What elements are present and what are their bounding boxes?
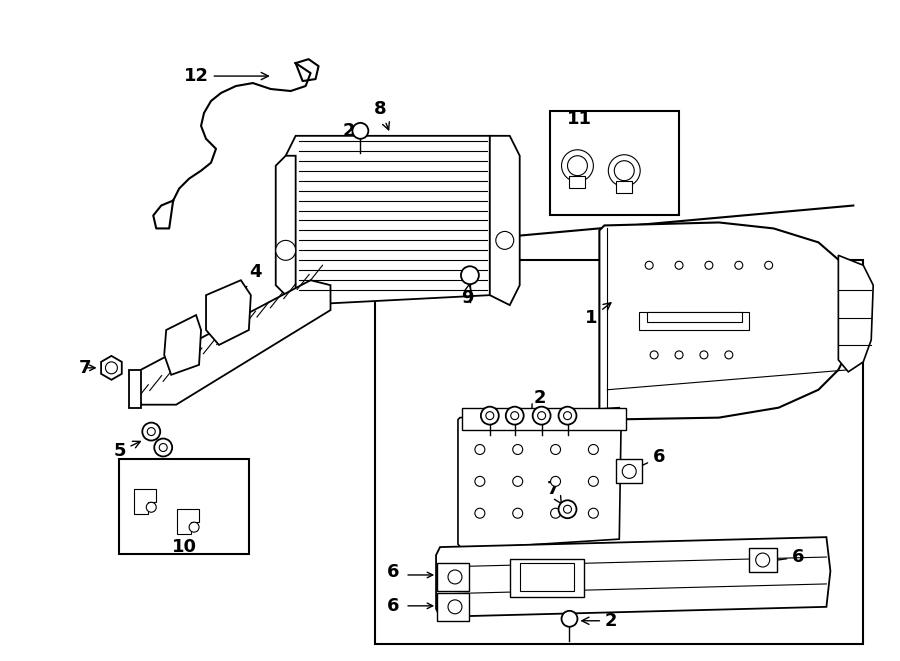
Circle shape <box>481 407 499 424</box>
Circle shape <box>496 231 514 249</box>
Polygon shape <box>164 315 201 375</box>
Circle shape <box>142 422 160 440</box>
Polygon shape <box>839 255 873 372</box>
Circle shape <box>765 261 772 269</box>
Text: 2: 2 <box>532 389 546 412</box>
Circle shape <box>551 508 561 518</box>
Circle shape <box>645 261 653 269</box>
Circle shape <box>734 261 742 269</box>
Circle shape <box>533 407 551 424</box>
Text: 7: 7 <box>546 481 562 504</box>
Bar <box>616 459 643 483</box>
Polygon shape <box>458 408 621 549</box>
Bar <box>462 408 626 430</box>
Circle shape <box>705 261 713 269</box>
Polygon shape <box>275 156 296 295</box>
Text: 12: 12 <box>184 67 268 85</box>
Circle shape <box>275 241 296 260</box>
Bar <box>509 559 584 597</box>
Circle shape <box>675 261 683 269</box>
Circle shape <box>475 508 485 518</box>
Circle shape <box>551 477 561 486</box>
Circle shape <box>189 522 199 532</box>
Circle shape <box>475 444 485 455</box>
Polygon shape <box>130 370 141 408</box>
Circle shape <box>147 502 157 512</box>
Circle shape <box>353 123 368 139</box>
Circle shape <box>461 266 479 284</box>
Bar <box>570 176 585 188</box>
Circle shape <box>563 412 572 420</box>
Bar <box>519 563 574 591</box>
Circle shape <box>622 465 636 479</box>
Circle shape <box>608 155 640 186</box>
Circle shape <box>105 362 117 374</box>
Circle shape <box>506 407 524 424</box>
Circle shape <box>154 438 172 457</box>
Text: 8: 8 <box>374 100 390 130</box>
Circle shape <box>756 553 770 567</box>
Circle shape <box>513 477 523 486</box>
Text: 1: 1 <box>585 303 611 327</box>
Bar <box>616 180 632 192</box>
Polygon shape <box>599 223 856 420</box>
Circle shape <box>148 428 155 436</box>
Bar <box>375 260 863 644</box>
Bar <box>437 593 469 621</box>
Circle shape <box>551 444 561 455</box>
Text: 6: 6 <box>387 563 400 581</box>
Circle shape <box>568 156 588 176</box>
Circle shape <box>700 351 708 359</box>
Circle shape <box>537 412 545 420</box>
Circle shape <box>589 508 598 518</box>
Text: 3: 3 <box>166 331 183 349</box>
Circle shape <box>486 412 494 420</box>
Polygon shape <box>436 537 831 617</box>
Bar <box>120 459 248 554</box>
Circle shape <box>589 444 598 455</box>
Text: 9: 9 <box>461 284 473 307</box>
Polygon shape <box>177 509 199 534</box>
Polygon shape <box>285 136 490 305</box>
Circle shape <box>562 150 593 182</box>
Text: 2: 2 <box>342 122 360 140</box>
Circle shape <box>563 505 572 513</box>
Bar <box>550 111 679 215</box>
Text: 4: 4 <box>235 263 262 305</box>
Polygon shape <box>490 136 519 305</box>
Text: 2: 2 <box>581 612 617 630</box>
Circle shape <box>510 412 518 420</box>
Bar <box>437 563 469 591</box>
Circle shape <box>675 351 683 359</box>
Circle shape <box>615 161 634 180</box>
Text: 6: 6 <box>387 597 400 615</box>
Text: 11: 11 <box>567 110 592 128</box>
Circle shape <box>650 351 658 359</box>
Polygon shape <box>206 280 251 345</box>
Circle shape <box>589 477 598 486</box>
Circle shape <box>513 444 523 455</box>
Circle shape <box>513 508 523 518</box>
Bar <box>639 312 749 330</box>
Text: 7: 7 <box>78 359 91 377</box>
Text: 6: 6 <box>768 548 805 566</box>
Circle shape <box>724 351 733 359</box>
Text: 10: 10 <box>172 538 196 556</box>
Circle shape <box>448 600 462 614</box>
Circle shape <box>159 444 167 451</box>
Text: 5: 5 <box>113 442 140 461</box>
Circle shape <box>448 570 462 584</box>
Circle shape <box>559 500 577 518</box>
Bar <box>647 312 742 322</box>
Polygon shape <box>131 280 330 405</box>
Circle shape <box>559 407 577 424</box>
Polygon shape <box>134 489 157 514</box>
Text: 6: 6 <box>634 448 665 470</box>
Circle shape <box>562 611 578 627</box>
Circle shape <box>475 477 485 486</box>
Bar <box>749 548 777 572</box>
